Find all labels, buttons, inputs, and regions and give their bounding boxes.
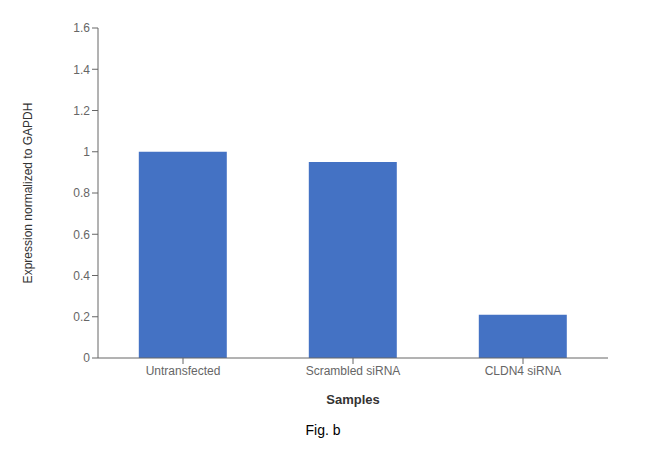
svg-text:0.4: 0.4 <box>73 269 90 283</box>
html-text:Fig. b: Fig. b <box>305 422 341 438</box>
svg-text:CLDN4 siRNA: CLDN4 siRNA <box>485 364 562 378</box>
svg-text:1.2: 1.2 <box>73 104 90 118</box>
svg-text:0.6: 0.6 <box>73 228 90 242</box>
svg-text:Samples: Samples <box>326 392 379 407</box>
svg-text:0.8: 0.8 <box>73 186 90 200</box>
svg-text:Scrambled siRNA: Scrambled siRNA <box>306 364 401 378</box>
svg-text:Untransfected: Untransfected <box>146 364 221 378</box>
svg-text:0: 0 <box>83 351 90 365</box>
svg-text:1.6: 1.6 <box>73 21 90 35</box>
svg-text:0.2: 0.2 <box>73 310 90 324</box>
svg-text:Expression normalized to GAPDH: Expression normalized to GAPDH <box>21 103 35 284</box>
svg-text:1.4: 1.4 <box>73 63 90 77</box>
svg-text:1: 1 <box>83 145 90 159</box>
